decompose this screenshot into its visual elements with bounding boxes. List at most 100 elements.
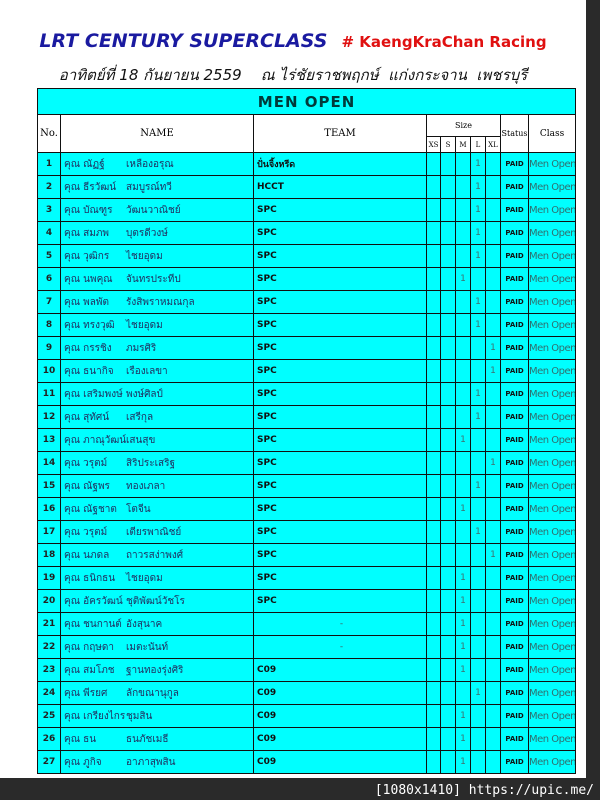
class-label: Men Open xyxy=(527,681,577,705)
team: SPC xyxy=(253,221,427,245)
size-xl xyxy=(485,750,501,774)
last-name: รังสิพราหมณกุล xyxy=(126,296,195,308)
table-row: 11 คุณ เสริมพงษ์ พงษ์ศิลป์ SPC 1 PAID Men Op… xyxy=(37,382,577,406)
size-s xyxy=(440,428,456,452)
table-row: 26 คุณ ธน ธนภัชเมธี C09 1 PAID Men Open xyxy=(37,727,577,751)
header-team: TEAM xyxy=(253,114,427,153)
row-number: 4 xyxy=(37,221,61,245)
table-row: 22 คุณ กฤษดา เมตะนันท์ - 1 PAID Men Open xyxy=(37,635,577,659)
size-s xyxy=(440,244,456,268)
last-name: ถาวรสง่าพงศ์ xyxy=(126,549,184,561)
size-s xyxy=(440,359,456,383)
size-xs xyxy=(426,336,441,360)
size-l xyxy=(470,612,486,636)
first-name: คุณ เสริมพงษ์ xyxy=(64,388,123,400)
row-number: 5 xyxy=(37,244,61,268)
first-name: คุณ พลพัต xyxy=(64,296,109,308)
size-xl xyxy=(485,267,501,291)
first-name: คุณ กฤษดา xyxy=(64,641,114,653)
size-xl xyxy=(485,566,501,590)
size-l xyxy=(470,359,486,383)
participant-name: คุณ ณัฐพร ทองเภลา xyxy=(60,474,254,498)
table-row: 7 คุณ พลพัต รังสิพราหมณกุล SPC 1 PAID Men Op… xyxy=(37,290,577,314)
status-badge: PAID xyxy=(500,336,529,360)
first-name: คุณ ณัฐชาต xyxy=(64,503,117,515)
team: - xyxy=(253,612,427,636)
class-label: Men Open xyxy=(527,566,577,590)
class-label: Men Open xyxy=(527,497,577,521)
team: C09 xyxy=(253,704,427,728)
last-name: ธนภัชเมธี xyxy=(126,733,169,745)
row-number: 8 xyxy=(37,313,61,337)
watermark: [1080x1410] https://upic.me/ xyxy=(374,783,594,798)
status-badge: PAID xyxy=(500,152,529,176)
size-xl xyxy=(485,612,501,636)
status-badge: PAID xyxy=(500,750,529,774)
size-m xyxy=(455,405,471,429)
participant-name: คุณ พลพัต รังสิพราหมณกุล xyxy=(60,290,254,314)
participant-name: คุณ สมภพ บุตรดีวงษ์ xyxy=(60,221,254,245)
size-xl xyxy=(485,221,501,245)
table-row: 12 คุณ สุทัศน์ เสรีกุล SPC 1 PAID Men Open xyxy=(37,405,577,429)
size-m: 1 xyxy=(455,704,471,728)
size-s xyxy=(440,267,456,291)
last-name: ชุติพัฒน์วัชโร xyxy=(126,595,185,607)
size-l: 1 xyxy=(470,313,486,337)
last-name: ฐานทองรุ่งศิริ xyxy=(126,664,184,676)
last-name: สมบูรณ์ทวี xyxy=(126,181,172,193)
size-xl xyxy=(485,589,501,613)
size-l xyxy=(470,267,486,291)
size-xs xyxy=(426,635,441,659)
size-xs xyxy=(426,704,441,728)
status-badge: PAID xyxy=(500,198,529,222)
size-m xyxy=(455,382,471,406)
last-name: พงษ์ศิลป์ xyxy=(126,388,163,400)
size-s xyxy=(440,175,456,199)
size-m xyxy=(455,359,471,383)
size-xl: 1 xyxy=(485,451,501,475)
size-xs xyxy=(426,543,441,567)
table-row: 4 คุณ สมภพ บุตรดีวงษ์ SPC 1 PAID Men Open xyxy=(37,221,577,245)
size-l: 1 xyxy=(470,244,486,268)
size-xl xyxy=(485,497,501,521)
participant-name: คุณ ณัฐชาต โตจีน xyxy=(60,497,254,521)
participant-name: คุณ ภาณุวัฒน์เสนสุข xyxy=(60,428,254,452)
row-number: 7 xyxy=(37,290,61,314)
size-s xyxy=(440,566,456,590)
last-name: เหลืองอรุณ xyxy=(126,158,174,170)
table-row: 1 คุณ ณัฏฐ์ เหลืองอรุณ ปั่นจิ้งหรีด 1 PAID M… xyxy=(37,152,577,176)
team: SPC xyxy=(253,405,427,429)
last-name: เรืองเลขา xyxy=(126,365,168,377)
participant-name: คุณ เกรียงไกรชุมสิน xyxy=(60,704,254,728)
status-badge: PAID xyxy=(500,612,529,636)
size-xs xyxy=(426,612,441,636)
class-label: Men Open xyxy=(527,152,577,176)
status-badge: PAID xyxy=(500,520,529,544)
class-label: Men Open xyxy=(527,313,577,337)
size-xl: 1 xyxy=(485,336,501,360)
status-badge: PAID xyxy=(500,543,529,567)
status-badge: PAID xyxy=(500,267,529,291)
size-xl xyxy=(485,704,501,728)
size-s xyxy=(440,727,456,751)
size-s xyxy=(440,336,456,360)
status-badge: PAID xyxy=(500,566,529,590)
size-l: 1 xyxy=(470,221,486,245)
participant-name: คุณ สมโภช ฐานทองรุ่งศิริ xyxy=(60,658,254,682)
table-row: 10 คุณ ธนากิจ เรืองเลขา SPC 1 PAID Men Open xyxy=(37,359,577,383)
size-xl xyxy=(485,405,501,429)
header-class: Class xyxy=(527,114,577,153)
size-l: 1 xyxy=(470,290,486,314)
participant-name: คุณ สุทัศน์ เสรีกุล xyxy=(60,405,254,429)
participant-name: คุณ นพคุณ จันทรประทีป xyxy=(60,267,254,291)
row-number: 22 xyxy=(37,635,61,659)
size-s xyxy=(440,313,456,337)
last-name: สิริประเสริฐ xyxy=(126,457,175,469)
row-number: 3 xyxy=(37,198,61,222)
last-name: ชุมสิน xyxy=(126,710,153,722)
status-badge: PAID xyxy=(500,313,529,337)
size-s xyxy=(440,221,456,245)
size-l xyxy=(470,428,486,452)
size-m xyxy=(455,313,471,337)
size-m: 1 xyxy=(455,658,471,682)
